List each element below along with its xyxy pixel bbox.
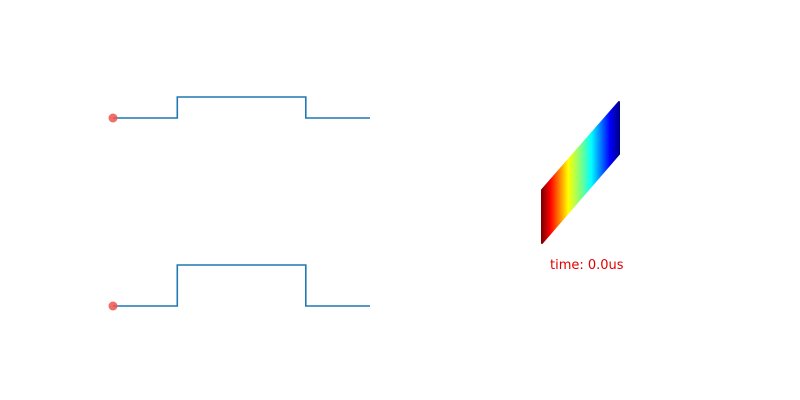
time-label: time: 0.0us (550, 258, 624, 273)
jet-parallelogram-plot: time: 0.0us (541, 101, 624, 273)
start-marker-point (108, 113, 118, 123)
top-step-chart (108, 96, 370, 123)
step-series-line (113, 264, 370, 307)
jet-parallelogram (541, 101, 620, 244)
step-series-line (113, 96, 370, 119)
bottom-step-chart (108, 264, 370, 311)
start-marker-point (108, 301, 118, 311)
